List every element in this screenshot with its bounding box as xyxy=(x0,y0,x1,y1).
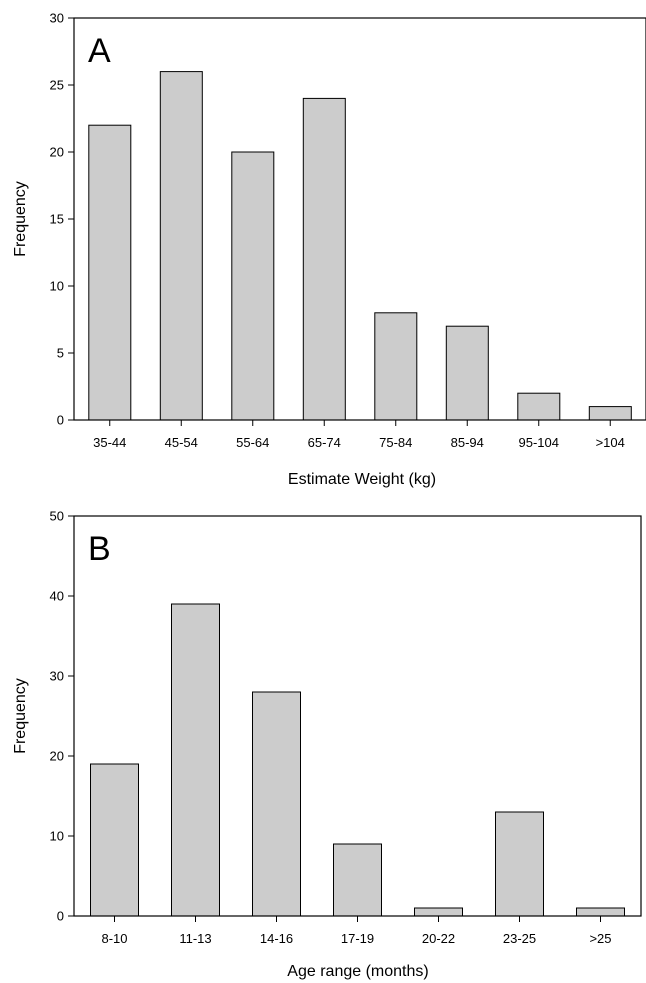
bar-45-54 xyxy=(159,71,203,421)
bar-14-16 xyxy=(252,691,301,917)
x-tick-label: 85-94 xyxy=(451,435,484,450)
x-tick-label: 45-54 xyxy=(165,435,198,450)
bar-17-19 xyxy=(333,843,382,917)
x-tick-label: 14-16 xyxy=(260,931,293,946)
x-tick-label: >104 xyxy=(596,435,625,450)
x-tick-label: 65-74 xyxy=(308,435,341,450)
bar-8-10 xyxy=(90,763,139,917)
x-tick-label: 20-22 xyxy=(422,931,455,946)
x-tick-label: 11-13 xyxy=(179,931,211,946)
y-tick-label: 20 xyxy=(50,749,64,764)
bar-35-44 xyxy=(88,124,132,421)
y-tick-label: 0 xyxy=(57,413,64,428)
bar-85-94 xyxy=(445,325,489,421)
x-axis-title: Estimate Weight (kg) xyxy=(288,471,436,488)
x-tick-label: 55-64 xyxy=(236,435,269,450)
bar-20-22 xyxy=(414,907,463,917)
bar-23-25 xyxy=(495,811,544,917)
x-axis-title: Age range (months) xyxy=(287,963,428,980)
y-tick-label: 0 xyxy=(57,909,64,924)
panel-label: B xyxy=(88,530,111,568)
y-tick-label: 20 xyxy=(50,145,64,160)
y-axis-title: Frequency xyxy=(12,678,29,754)
y-tick-label: 30 xyxy=(50,11,64,26)
x-tick-label: 95-104 xyxy=(519,435,559,450)
x-tick-label: >25 xyxy=(589,931,611,946)
chart-panel-b: B Age range (months) Frequency 0 10 20 30 40… xyxy=(12,509,642,980)
x-tick-label: 17-19 xyxy=(341,931,374,946)
x-tick-label: 8-10 xyxy=(101,931,127,946)
bar->25 xyxy=(576,907,625,917)
bar-95-104 xyxy=(517,392,561,421)
y-tick-label: 25 xyxy=(50,78,64,93)
y-tick-label: 10 xyxy=(50,829,64,844)
chart-panel-a: A Estimate Weight (kg) Frequency 0 5 10 15 2… xyxy=(12,11,646,488)
bar-55-64 xyxy=(231,151,275,421)
panel-label: A xyxy=(88,32,111,70)
y-tick-label: 40 xyxy=(50,589,64,604)
y-tick-label: 10 xyxy=(50,279,64,294)
y-axis-title: Frequency xyxy=(12,181,29,257)
y-tick-label: 5 xyxy=(57,346,64,361)
bar->104 xyxy=(588,406,632,421)
bar-65-74 xyxy=(302,97,346,421)
bar-75-84 xyxy=(374,312,418,421)
x-tick-label: 75-84 xyxy=(379,435,412,450)
bar-11-13 xyxy=(171,603,220,917)
x-tick-label: 35-44 xyxy=(93,435,126,450)
y-tick-label: 30 xyxy=(50,669,64,684)
y-tick-label: 50 xyxy=(50,509,64,524)
x-tick-label: 23-25 xyxy=(503,931,536,946)
y-tick-label: 15 xyxy=(50,212,64,227)
